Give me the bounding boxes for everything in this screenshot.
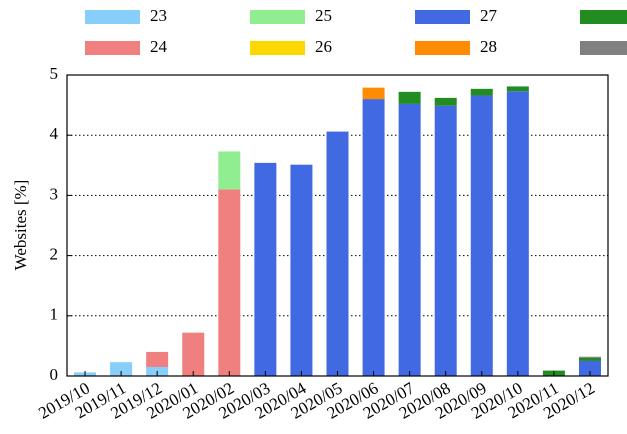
y-axis-label: Websites [%] (11, 180, 30, 271)
bar-segment (470, 95, 493, 376)
bar-segment (434, 105, 457, 377)
bar-segment (362, 87, 385, 100)
plot-frame (66, 74, 609, 377)
bar-segment (398, 103, 421, 377)
bar-segment (182, 332, 205, 376)
bar-segment (290, 164, 313, 376)
legend-swatch (250, 41, 305, 55)
y-tick-label: 5 (50, 64, 59, 83)
bar-segment (506, 91, 529, 376)
y-tick-label: 2 (50, 245, 59, 264)
legend-swatch (250, 10, 305, 24)
bar-segment (578, 356, 601, 358)
bar-segment (398, 91, 421, 104)
legend-swatch (580, 41, 627, 55)
y-tick-label: 3 (50, 184, 59, 203)
bar-segment (326, 131, 349, 376)
bar-segment (146, 351, 169, 367)
y-tick-label: 0 (50, 365, 59, 384)
legend-label: 26 (315, 37, 332, 56)
legend-label: 27 (480, 6, 498, 25)
bar-segment (578, 357, 601, 361)
legend-swatch (415, 41, 470, 55)
bar-segment (578, 360, 601, 376)
bar-segment (506, 86, 529, 92)
y-tick-label: 4 (50, 124, 59, 143)
y-tick-label: 1 (50, 305, 59, 324)
bar-segment (110, 362, 133, 376)
bar-segment (362, 99, 385, 376)
legend-label: 25 (315, 6, 332, 25)
bar-segment (218, 151, 241, 190)
bar-segment (434, 97, 457, 106)
legend-label: 28 (480, 37, 497, 56)
bar-segment (218, 189, 241, 376)
legend-label: 23 (150, 6, 167, 25)
legend-swatch (580, 10, 627, 24)
bar-segment (470, 88, 493, 96)
legend-swatch (415, 10, 470, 24)
bar-segment (254, 162, 277, 376)
legend-swatch (85, 41, 140, 55)
legend-label: 24 (150, 37, 168, 56)
legend-swatch (85, 10, 140, 24)
